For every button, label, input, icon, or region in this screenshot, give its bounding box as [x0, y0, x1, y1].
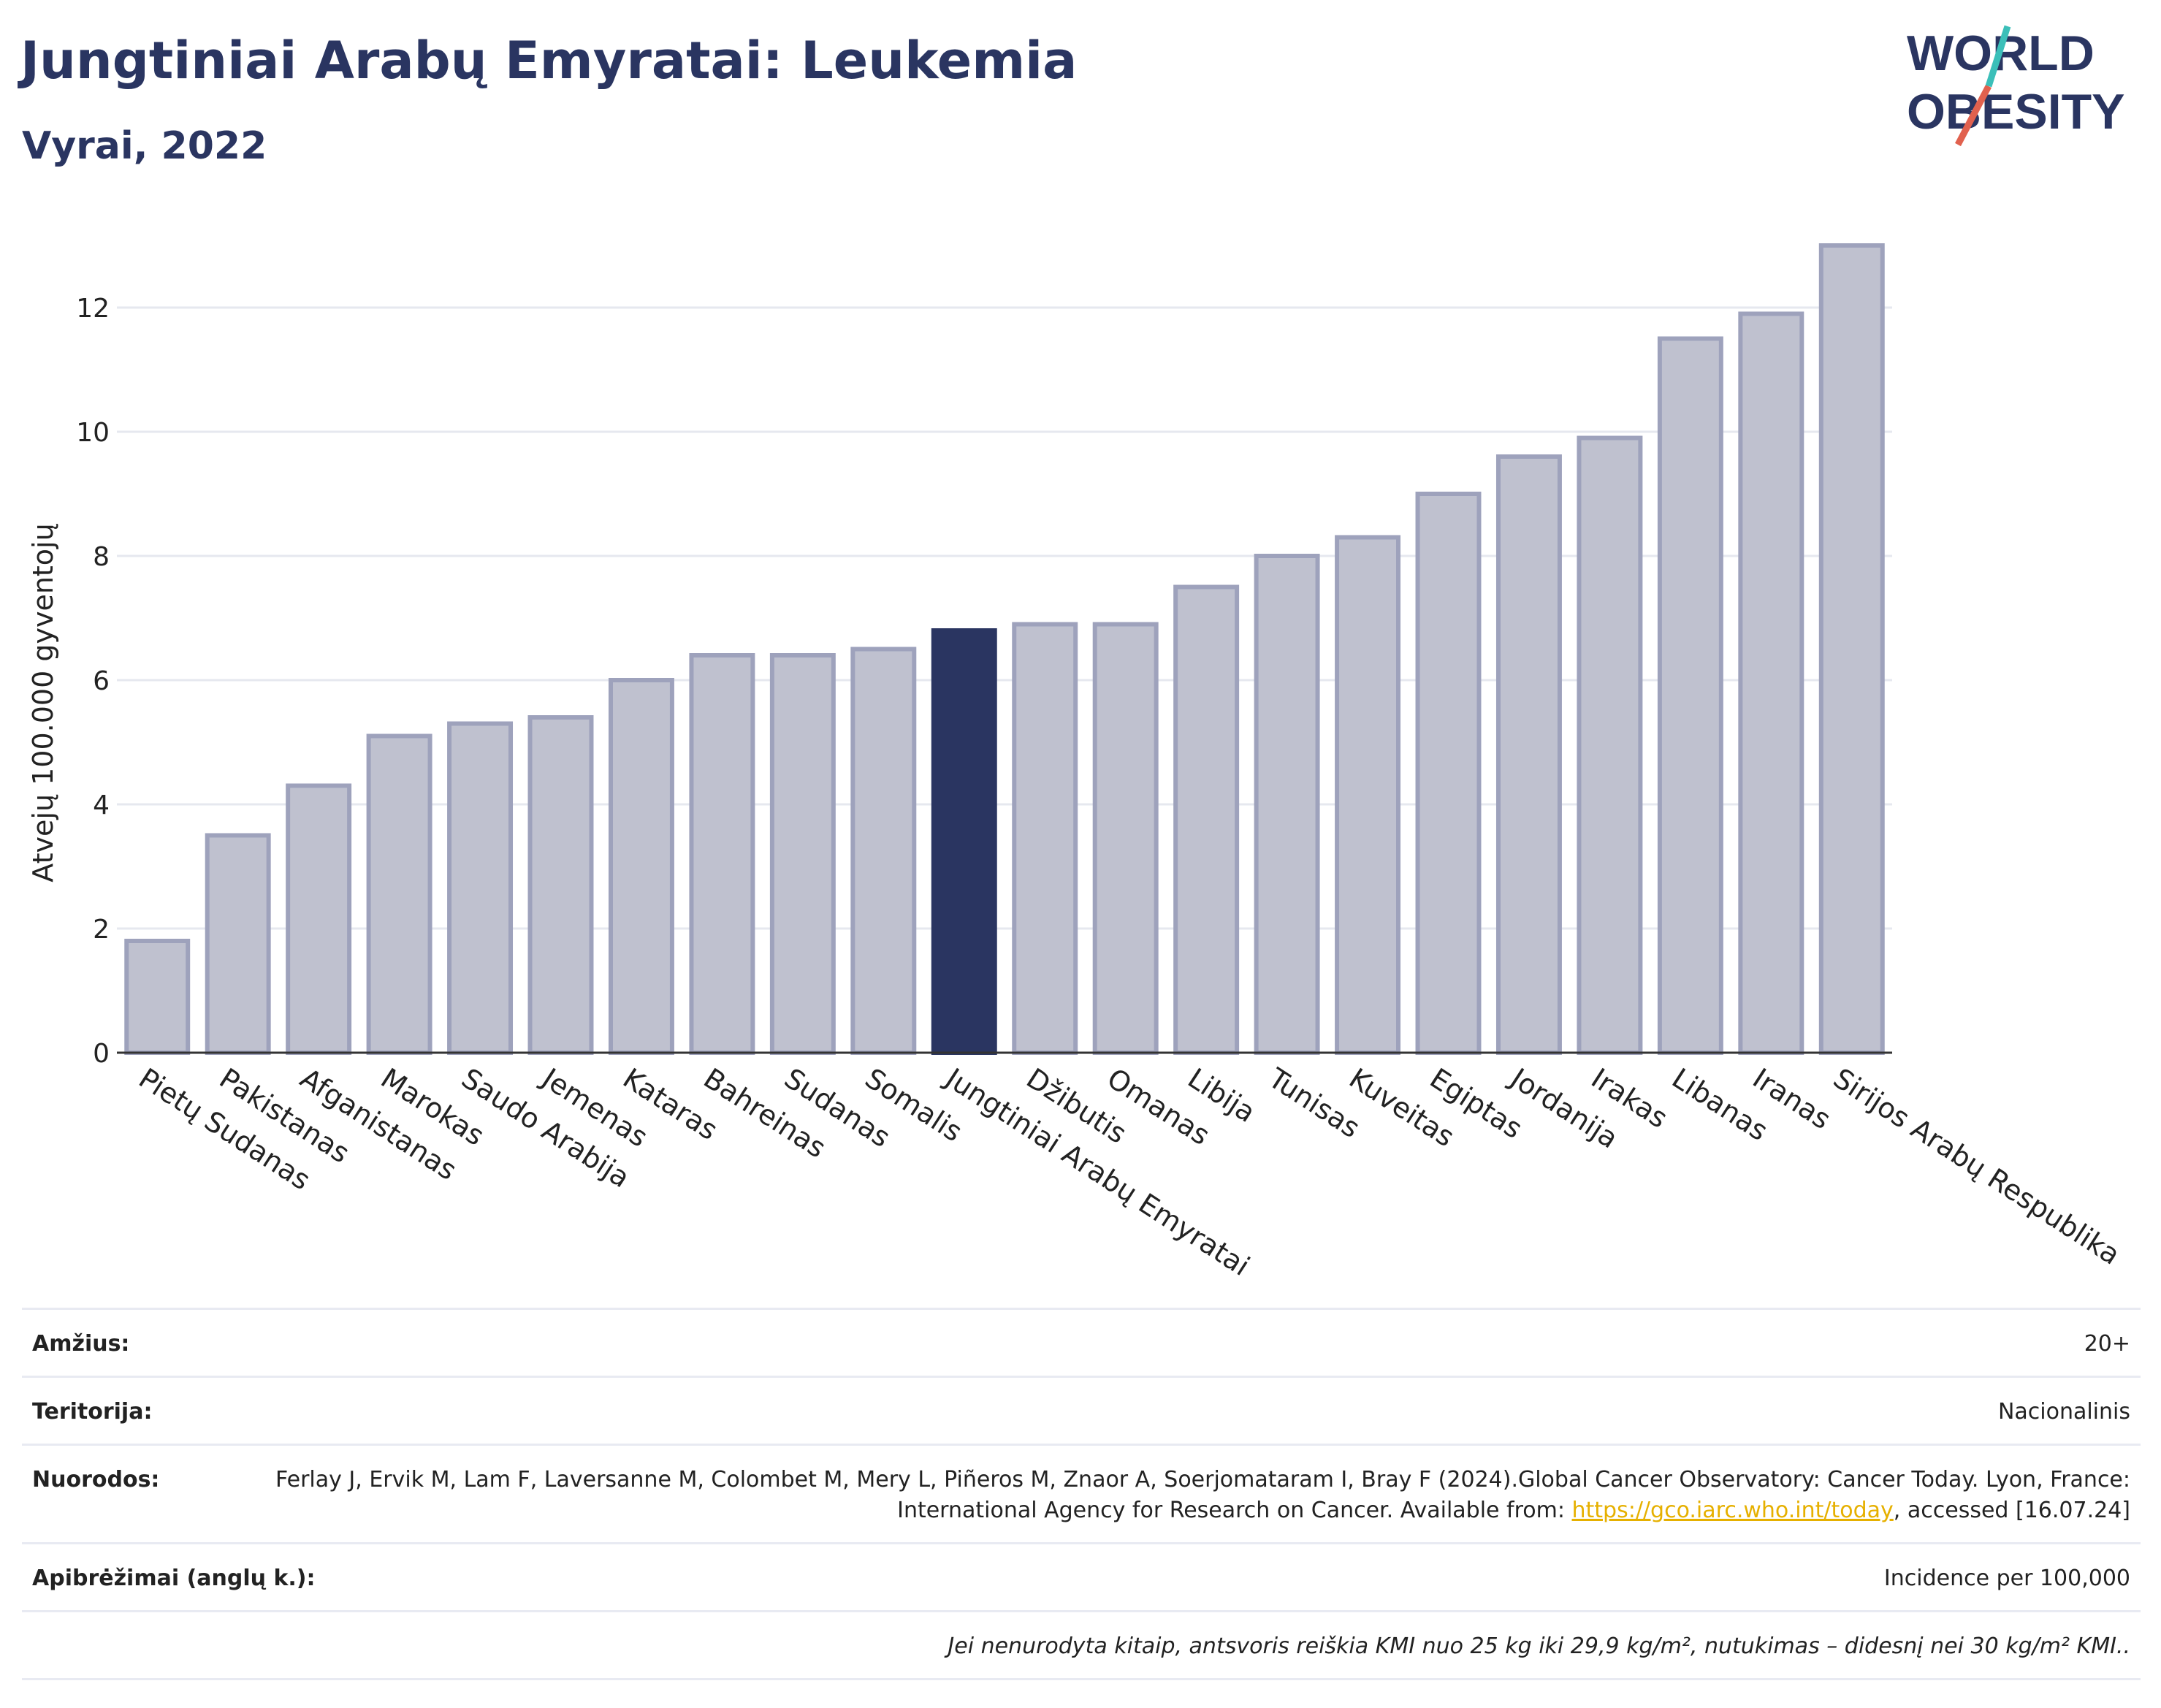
references-link[interactable]: https://gco.iarc.who.int/today: [1571, 1498, 1894, 1523]
bar: [931, 628, 997, 1055]
meta-row-definitions: Apibrėžimai (anglų k.): Incidence per 10…: [22, 1542, 2141, 1610]
x-tick-label: Sirijos Arabų Respublika: [1828, 1062, 2126, 1271]
meta-row-territory: Teritorija: Nacionalinis: [22, 1376, 2141, 1444]
x-tick-labels: Pietų SudanasPakistanasAfganistanasMarok…: [133, 1061, 2125, 1283]
territory-value: Nacionalinis: [1997, 1399, 2130, 1425]
y-tick-label: 6: [93, 666, 110, 696]
y-axis-label: Atvejų 100.000 gyventojų: [27, 523, 59, 882]
bar: [689, 653, 755, 1055]
bar: [124, 939, 191, 1055]
age-value: 20+: [2084, 1331, 2130, 1357]
metadata-table: Amžius: 20+ Teritorija: Nacionalinis Nuo…: [22, 1308, 2141, 1680]
meta-row-age: Amžius: 20+: [22, 1308, 2141, 1376]
bar: [366, 733, 432, 1055]
y-tick-labels: 0 2 4 6 8 10 12: [76, 294, 110, 1069]
meta-row-note: Jei nenurodyta kitaip, antsvoris reiškia…: [22, 1610, 2141, 1680]
bars: [124, 243, 1885, 1055]
bar: [286, 783, 352, 1055]
y-tick-label: 4: [93, 790, 110, 820]
y-tick-label: 8: [93, 542, 110, 572]
bar: [1173, 584, 1240, 1055]
definitions-label: Apibrėžimai (anglų k.):: [32, 1566, 316, 1591]
bar: [1577, 435, 1643, 1055]
references-text: Ferlay J, Ervik M, Lam F, Laversanne M, …: [275, 1467, 2130, 1523]
definitions-value: Incidence per 100,000: [1883, 1566, 2130, 1591]
bar: [1254, 554, 1320, 1055]
world-obesity-logo: WORLD OBESITY: [1907, 25, 2125, 147]
bar: [1415, 492, 1482, 1055]
bar: [1818, 243, 1885, 1055]
bar: [1657, 336, 1723, 1055]
bar: [769, 653, 836, 1055]
y-tick-label: 2: [93, 915, 110, 945]
y-tick-label: 12: [76, 294, 110, 324]
bar: [1092, 622, 1159, 1055]
bar: [608, 678, 674, 1055]
x-tick-label: Tunisas: [1262, 1061, 1365, 1144]
bar: [850, 647, 917, 1055]
bmi-note: Jei nenurodyta kitaip, antsvoris reiškia…: [948, 1633, 2130, 1659]
chart-title: Jungtiniai Arabų Emyratai: Leukemia: [20, 31, 1078, 91]
territory-label: Teritorija:: [32, 1399, 153, 1425]
bar-chart: 0 2 4 6 8 10 12 Pietų SudanasPakistanasAfganis…: [27, 243, 2126, 1283]
bar: [447, 721, 514, 1055]
bar: [1495, 454, 1562, 1055]
y-tick-label: 0: [93, 1039, 110, 1069]
bar: [1335, 535, 1401, 1055]
age-label: Amžius:: [32, 1331, 130, 1357]
chart-subtitle: Vyrai, 2022: [22, 124, 267, 168]
references-accessed: , accessed [16.07.24]: [1893, 1498, 2130, 1523]
svg-text:OBESITY: OBESITY: [1907, 84, 2125, 140]
references-label: Nuorodos:: [32, 1467, 160, 1492]
references-value: Ferlay J, Ervik M, Lam F, Laversanne M, …: [159, 1465, 2130, 1526]
y-tick-label: 10: [76, 418, 110, 448]
bar: [527, 715, 594, 1055]
meta-row-references: Nuorodos: Ferlay J, Ervik M, Lam F, Lave…: [22, 1444, 2141, 1542]
bar: [1012, 622, 1078, 1055]
bar: [205, 833, 271, 1055]
bar: [1738, 311, 1804, 1055]
